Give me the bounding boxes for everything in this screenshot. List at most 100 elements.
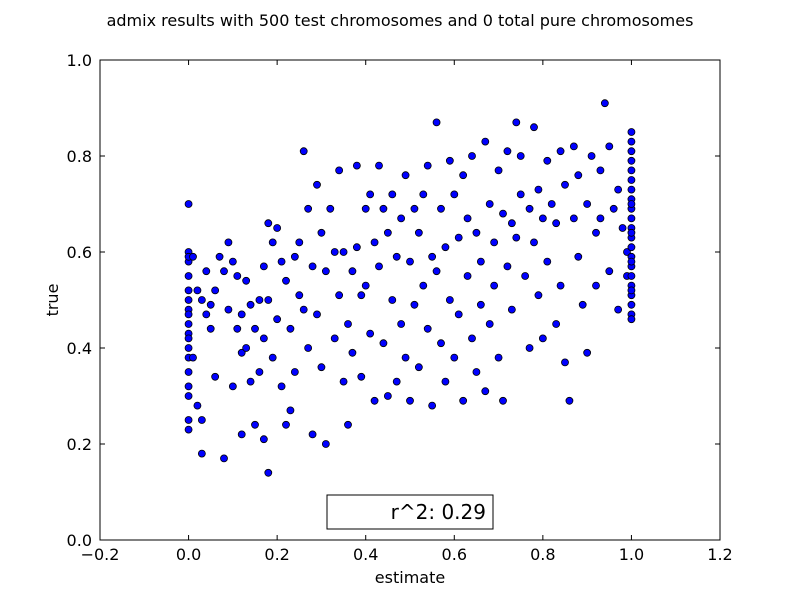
data-point <box>627 128 636 136</box>
data-point <box>348 267 357 276</box>
data-point <box>432 118 441 127</box>
data-point <box>352 161 361 170</box>
data-point <box>530 238 538 247</box>
data-point <box>375 262 383 271</box>
data-point <box>556 147 565 156</box>
data-point <box>454 310 463 319</box>
data-point <box>565 396 574 405</box>
data-point <box>401 353 410 362</box>
data-point <box>459 396 468 405</box>
data-point <box>569 214 578 223</box>
data-point <box>627 147 636 156</box>
data-point <box>516 190 525 199</box>
data-point <box>503 262 512 271</box>
data-point <box>295 291 304 300</box>
data-point <box>317 363 326 372</box>
data-point <box>273 315 282 324</box>
data-point <box>344 320 352 328</box>
data-point <box>242 276 251 285</box>
data-point <box>592 228 600 237</box>
data-point <box>627 137 636 146</box>
annotation-text: r^2: 0.29 <box>391 500 486 524</box>
x-tick-label: 1.2 <box>707 545 732 564</box>
data-point <box>627 228 636 237</box>
data-point <box>543 257 552 266</box>
data-point <box>627 300 636 309</box>
data-point <box>392 377 401 386</box>
data-point <box>600 99 609 108</box>
data-point <box>468 334 476 343</box>
data-point <box>330 334 339 343</box>
data-point <box>569 142 578 151</box>
data-point <box>627 272 636 280</box>
data-point <box>538 334 547 343</box>
r-squared-annotation: r^2: 0.29 <box>326 494 494 530</box>
data-point <box>494 353 503 362</box>
data-point <box>379 339 388 348</box>
data-point <box>463 214 472 223</box>
data-point <box>627 214 636 223</box>
data-point <box>397 214 406 223</box>
data-point <box>583 348 592 357</box>
data-point <box>290 368 299 376</box>
data-point <box>521 272 530 280</box>
data-point <box>344 420 352 429</box>
data-point <box>450 353 459 362</box>
data-point <box>348 348 357 357</box>
data-point <box>197 449 206 458</box>
x-tick-label: 0.2 <box>264 545 289 564</box>
data-point <box>370 238 379 247</box>
data-point <box>264 468 273 477</box>
data-point <box>596 214 605 223</box>
data-point <box>286 324 295 333</box>
plot-frame <box>99 59 721 541</box>
data-point <box>335 166 344 175</box>
data-point <box>268 353 277 362</box>
data-point <box>587 152 596 160</box>
data-point <box>224 305 233 314</box>
x-tick-label: 0.6 <box>442 545 467 564</box>
data-point <box>627 156 636 165</box>
data-point <box>251 324 259 333</box>
y-axis-label: true <box>43 284 62 317</box>
data-point <box>441 377 450 386</box>
y-tick-label: 0.8 <box>67 147 92 166</box>
data-point <box>184 392 193 400</box>
data-point <box>388 190 397 199</box>
data-point <box>220 267 228 276</box>
data-point <box>237 310 246 319</box>
data-point <box>357 372 366 381</box>
data-point <box>375 161 383 170</box>
chart-title: admix results with 500 test chromosomes … <box>107 11 694 30</box>
data-point <box>627 243 636 252</box>
data-point <box>304 204 313 213</box>
x-tick-label: 0.4 <box>353 545 378 564</box>
data-point <box>534 291 543 300</box>
x-axis-ticks: −0.2 0.0 0.2 0.4 0.6 0.8 1.0 1.2 <box>81 60 733 564</box>
data-point <box>552 219 561 228</box>
data-point <box>454 233 463 242</box>
data-point <box>468 152 476 160</box>
x-tick-label: 0.8 <box>530 545 555 564</box>
data-point <box>388 296 397 304</box>
data-point <box>184 344 193 352</box>
data-point <box>202 267 211 276</box>
data-point <box>215 252 224 261</box>
data-point <box>282 420 290 429</box>
data-point <box>282 276 290 285</box>
data-point <box>561 180 569 189</box>
data-point <box>605 142 614 151</box>
data-point <box>326 204 335 213</box>
data-point <box>490 281 499 290</box>
data-point <box>211 286 220 295</box>
data-point <box>228 382 237 391</box>
y-axis-ticks: 0.0 0.2 0.4 0.6 0.8 1.0 <box>67 51 720 550</box>
y-tick-label: 0.2 <box>67 435 92 454</box>
data-point <box>313 310 321 319</box>
data-point <box>268 238 277 247</box>
data-point <box>627 200 636 208</box>
data-point <box>534 185 543 194</box>
data-point <box>578 300 587 309</box>
data-point <box>321 440 330 448</box>
